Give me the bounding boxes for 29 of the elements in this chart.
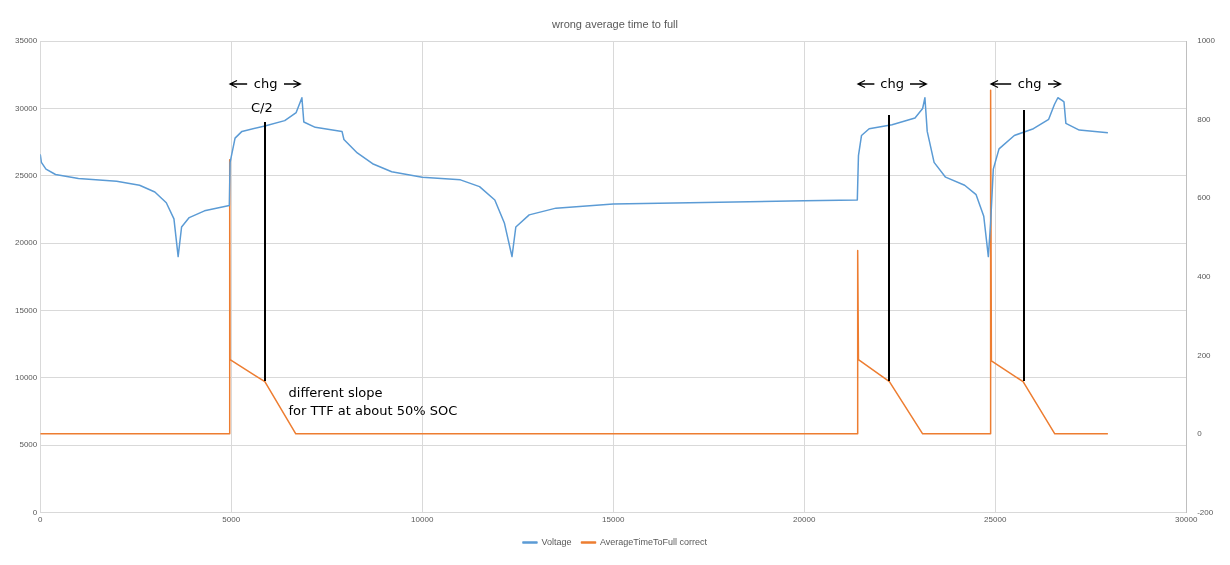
y-tick-label: 0 xyxy=(32,507,38,517)
y2-tick-label: 1000 xyxy=(1197,36,1216,46)
legend-label: AverageTimeToFull correct xyxy=(600,536,708,547)
y-tick-label: 10000 xyxy=(15,372,38,382)
y-tick-label: 35000 xyxy=(15,36,38,46)
x-tick-label: 15000 xyxy=(602,515,625,525)
x-tick-label: 30000 xyxy=(1175,515,1198,525)
y2-tick-label: 800 xyxy=(1197,114,1212,124)
y-tick-label: 25000 xyxy=(15,171,38,181)
y2-tick-label: 600 xyxy=(1197,193,1212,203)
y-tick-label: 5000 xyxy=(19,440,38,450)
annotation: C/2 xyxy=(250,99,273,115)
y-tick-label: 15000 xyxy=(15,305,38,315)
x-tick-label: 25000 xyxy=(984,515,1007,525)
y2-tick-label: 0 xyxy=(1197,429,1203,439)
annotation: chg xyxy=(253,75,278,91)
x-tick-label: 20000 xyxy=(793,515,816,525)
y-tick-label: 30000 xyxy=(15,103,38,113)
annotation: chg xyxy=(1017,75,1042,91)
annotation: chg xyxy=(880,75,904,91)
chart-title: wrong average time to full xyxy=(551,17,678,30)
y2-tick-label: 400 xyxy=(1197,272,1212,281)
y2-tick-label: -200 xyxy=(1197,507,1214,517)
y-tick-label: 20000 xyxy=(15,238,38,248)
annotation: different slope for TTF at about 50% SOC xyxy=(288,385,458,419)
x-tick-label: 5000 xyxy=(222,515,241,525)
x-tick-label: 10000 xyxy=(411,515,434,525)
legend-label: Voltage xyxy=(541,536,572,547)
y2-tick-label: 200 xyxy=(1197,350,1212,360)
